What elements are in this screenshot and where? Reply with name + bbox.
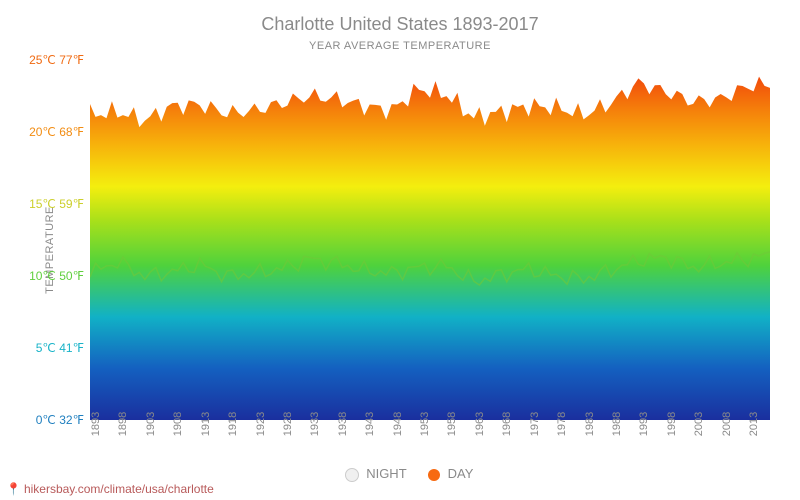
x-tick: 1898 [117, 412, 129, 436]
legend: NIGHT DAY [0, 466, 800, 482]
x-tick: 2003 [693, 412, 705, 436]
x-tick: 1893 [90, 412, 102, 436]
legend-label-day: DAY [448, 466, 474, 481]
x-tick: 1943 [364, 412, 376, 436]
x-tick: 1988 [611, 412, 623, 436]
map-pin-icon: 📍 [6, 482, 21, 496]
attribution: 📍hikersbay.com/climate/usa/charlotte [6, 482, 214, 496]
temperature-chart: Charlotte United States 1893-2017 YEAR A… [0, 0, 800, 500]
x-tick: 1973 [529, 412, 541, 436]
attribution-text: hikersbay.com/climate/usa/charlotte [24, 482, 214, 496]
legend-label-night: NIGHT [366, 466, 406, 481]
x-tick: 1958 [446, 412, 458, 436]
y-tick: 15℃ 59℉ [29, 197, 84, 211]
x-tick: 1948 [392, 412, 404, 436]
chart-svg [90, 60, 770, 420]
x-tick: 1933 [309, 412, 321, 436]
legend-swatch-day [428, 469, 440, 481]
x-tick: 1963 [474, 412, 486, 436]
x-tick: 1978 [556, 412, 568, 436]
x-tick: 1993 [638, 412, 650, 436]
y-tick: 10℃ 50℉ [29, 269, 84, 283]
y-tick: 20℃ 68℉ [29, 125, 84, 139]
x-tick: 1903 [145, 412, 157, 436]
plot-area [90, 60, 770, 420]
y-axis-ticks: 0℃ 32℉5℃ 41℉10℃ 50℉15℃ 59℉20℃ 68℉25℃ 77℉ [0, 60, 88, 420]
x-tick: 2008 [721, 412, 733, 436]
chart-title: Charlotte United States 1893-2017 [0, 14, 800, 35]
x-tick: 1908 [172, 412, 184, 436]
day-area [90, 77, 770, 420]
x-tick: 1928 [282, 412, 294, 436]
legend-swatch-night [345, 468, 359, 482]
y-tick: 5℃ 41℉ [36, 341, 84, 355]
y-tick: 25℃ 77℉ [29, 53, 84, 67]
x-tick: 1918 [227, 412, 239, 436]
x-tick: 1923 [255, 412, 267, 436]
x-tick: 1968 [501, 412, 513, 436]
x-tick: 1938 [337, 412, 349, 436]
chart-subtitle: YEAR AVERAGE TEMPERATURE [0, 40, 800, 52]
y-tick: 0℃ 32℉ [36, 413, 84, 427]
x-tick: 2013 [748, 412, 760, 436]
x-tick: 1983 [584, 412, 596, 436]
x-tick: 1998 [666, 412, 678, 436]
x-tick: 1953 [419, 412, 431, 436]
x-tick: 1913 [200, 412, 212, 436]
